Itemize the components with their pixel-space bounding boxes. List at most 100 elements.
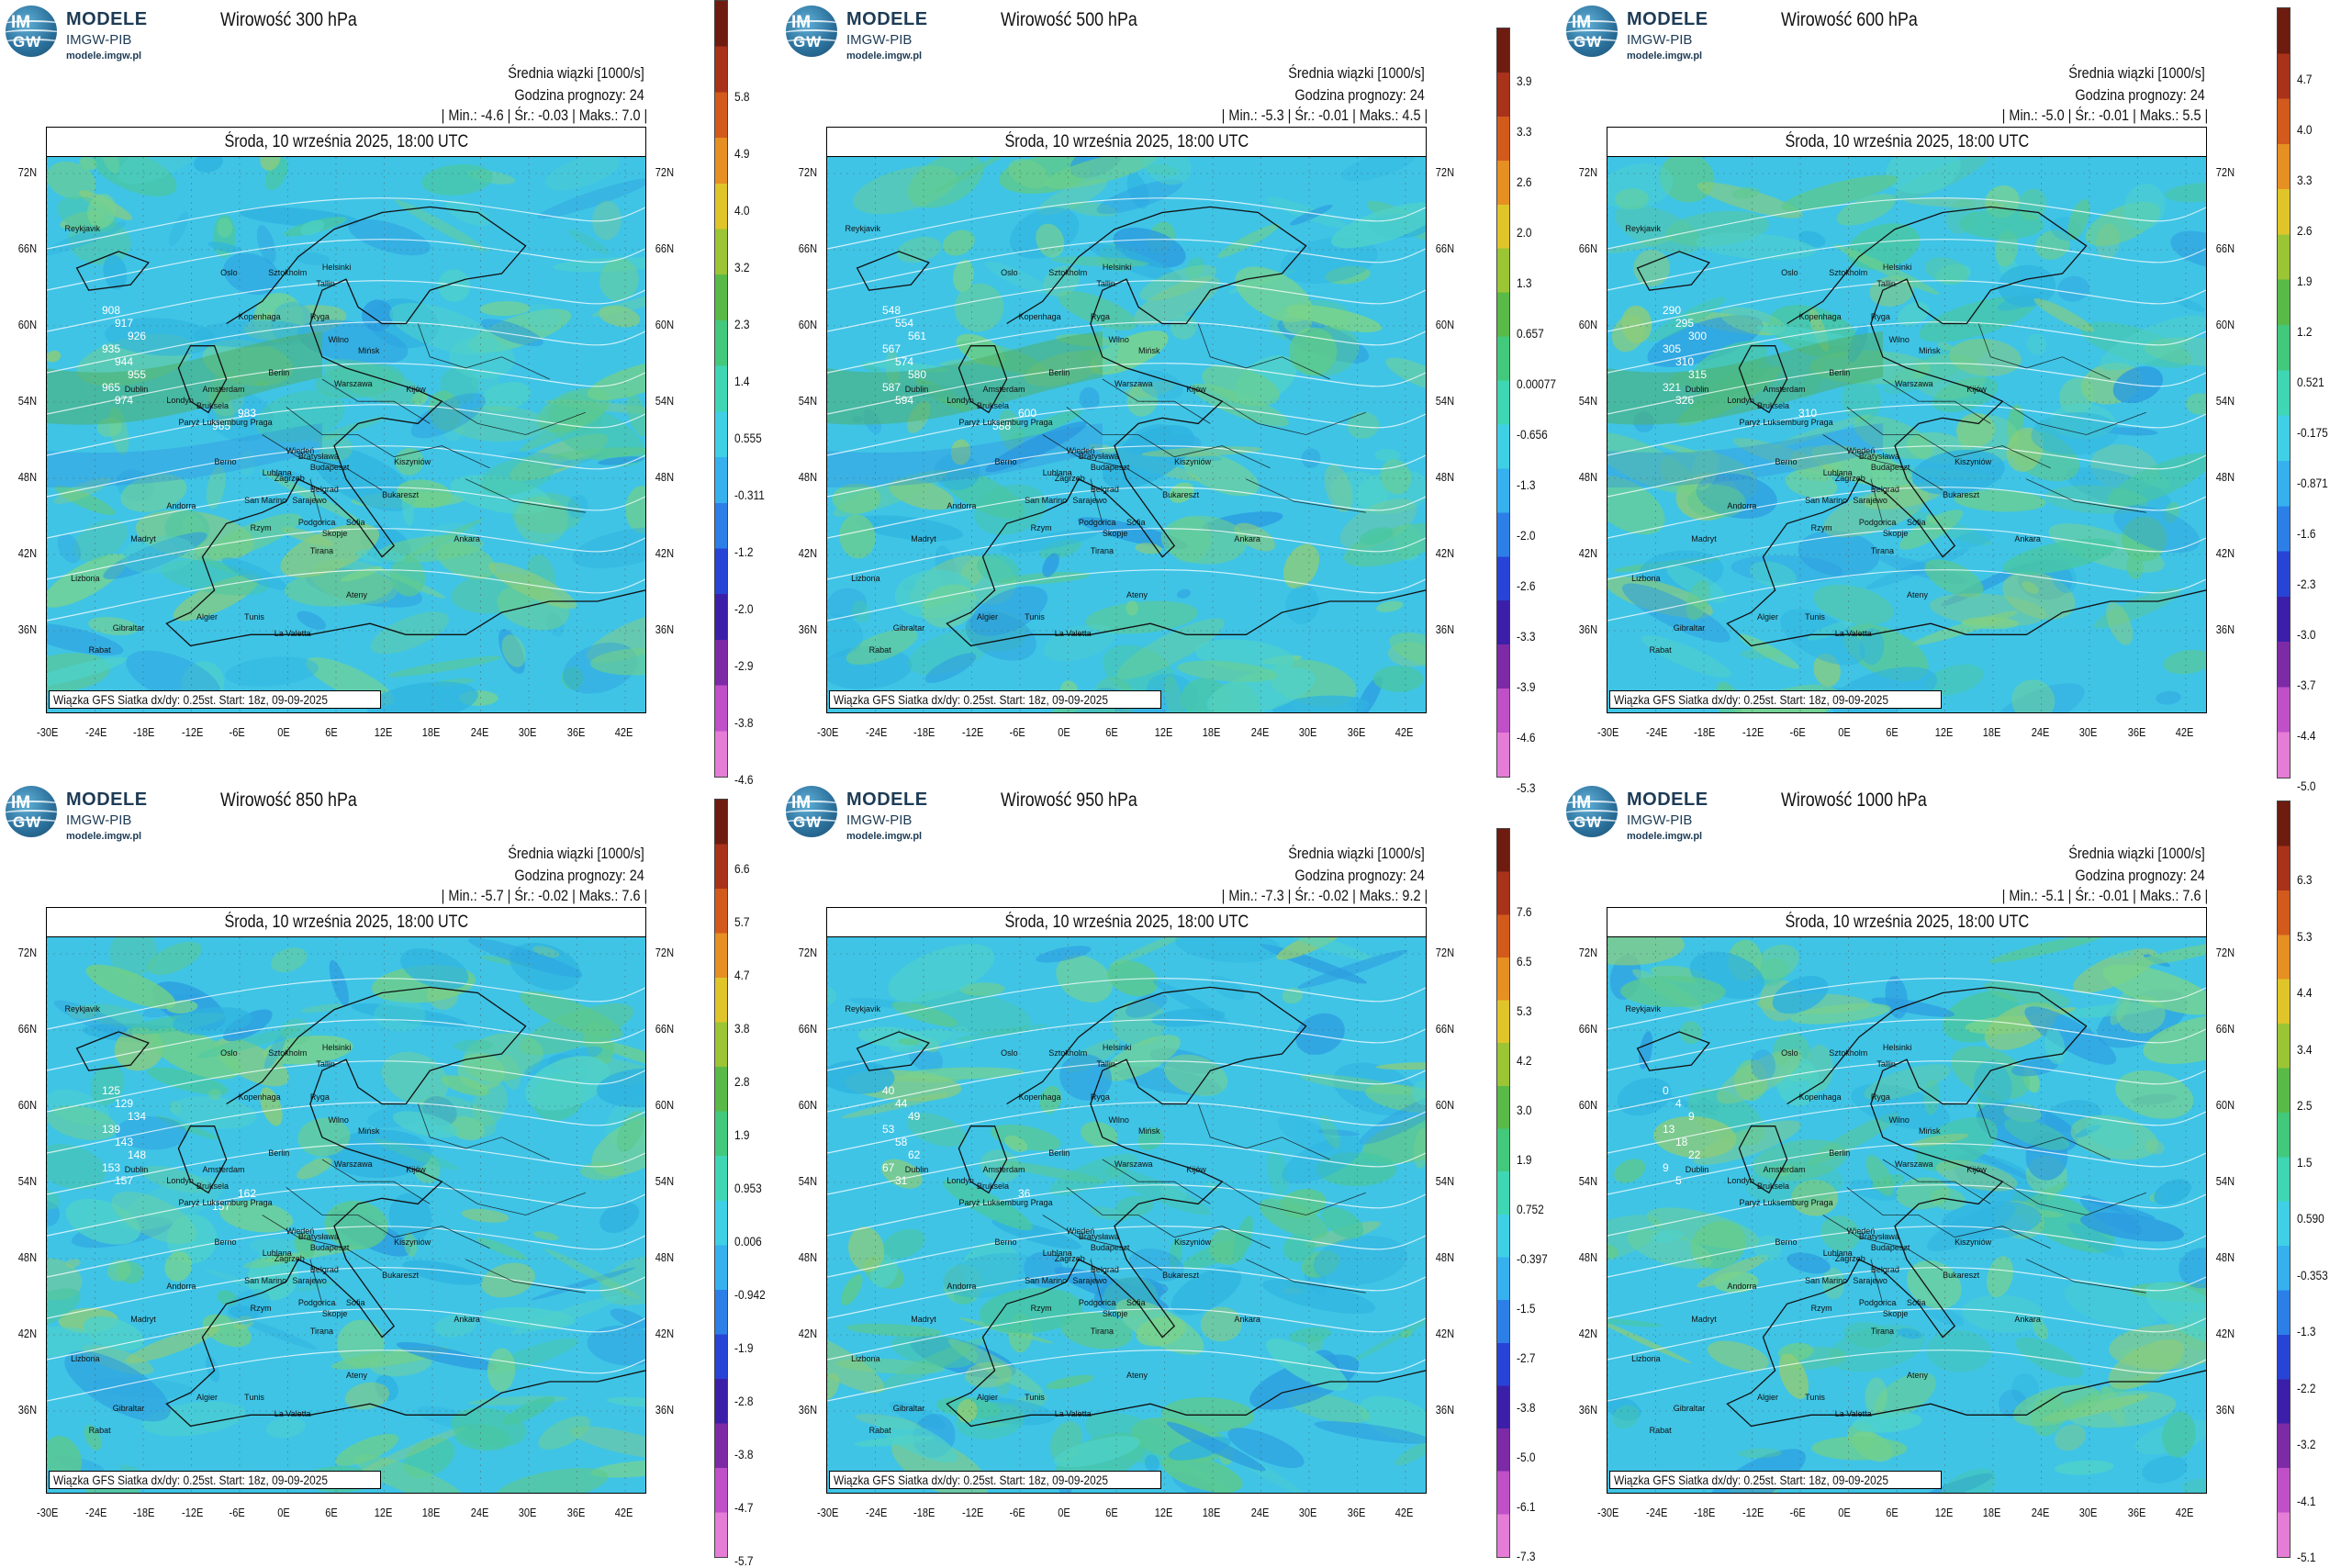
lat-label-left: 60N [1578, 1098, 1598, 1112]
colorbar-tick-label: 7.6 [1517, 904, 1532, 919]
city-label: Amsterdam [202, 1165, 245, 1175]
lon-label: -6E [1789, 725, 1806, 739]
city-label: Kiszyniów [1955, 456, 1992, 466]
city-label: Reykjavik [845, 1003, 881, 1014]
imgw-logo[interactable]: IM GW MODELE IMGW-PIB modele.imgw.pl [786, 786, 960, 842]
city-label: Wiedeń [286, 445, 315, 455]
lat-label-right: 72N [2215, 165, 2235, 179]
colorbar-tick-label: -5.0 [2297, 778, 2316, 793]
lat-label-right: 54N [2215, 394, 2235, 408]
city-label: Andorra [946, 501, 977, 511]
lon-label: -18E [1694, 725, 1716, 739]
city-label: Podgorica [297, 1298, 336, 1308]
colorbar-tick-label: -3.7 [2297, 678, 2316, 692]
imgw-logo[interactable]: IM GW MODELE IMGW-PIB modele.imgw.pl [786, 6, 960, 62]
lon-label: -6E [1789, 1506, 1806, 1519]
lon-label: -30E [37, 1506, 59, 1519]
panel-title: Wirowość 300 hPa [220, 9, 357, 30]
city-label: Lublana [262, 1248, 292, 1258]
panel-title: Wirowość 850 hPa [220, 790, 357, 811]
city-label: Zagrzeb [274, 1253, 305, 1263]
city-label: Dublin [124, 385, 149, 395]
city-label: Algier [977, 612, 999, 622]
lat-label-right: 36N [655, 622, 675, 636]
lat-label-left: 36N [17, 622, 38, 636]
city-label: Budapeszt [1090, 462, 1130, 472]
city-label: Reykjavik [64, 1003, 101, 1014]
city-label: Madryt [911, 534, 936, 544]
city-label: Dublin [1685, 1165, 1709, 1175]
lon-label: 6E [325, 725, 338, 739]
colorbar-tick-label: -5.1 [2297, 1550, 2316, 1564]
lon-label: 6E [325, 1506, 338, 1519]
lat-label-left: 42N [17, 546, 38, 560]
city-label: Sztokholm [1048, 1048, 1088, 1058]
city-label: Zagrzeb [1834, 1253, 1865, 1263]
city-label: Gibraltar [1673, 623, 1706, 633]
city-label: Gibraltar [112, 623, 145, 633]
city-label: Berlin [268, 367, 290, 377]
city-label: Skopje [1102, 1309, 1128, 1319]
colorbar-tick-label: -1.5 [1517, 1301, 1536, 1316]
lat-label-left: 66N [798, 1022, 818, 1036]
city-label: Warszawa [333, 1159, 373, 1169]
lat-label-right: 60N [1435, 1098, 1455, 1112]
model-footer: Wiązka GFS Siatka dx/dy: 0.25st. Start: … [1609, 690, 1942, 709]
city-label: Kiszyniów [394, 1237, 431, 1247]
map-frame: Środa, 10 września 2025, 18:00 UTC 125 12… [46, 907, 646, 1494]
city-label: Madryt [1691, 1315, 1717, 1325]
lon-label: 0E [1837, 1506, 1851, 1519]
imgw-logo[interactable]: IM GW MODELE IMGW-PIB modele.imgw.pl [6, 786, 180, 842]
lon-label: -24E [84, 1506, 106, 1519]
city-label: Wilno [328, 1114, 349, 1125]
lat-label-left: 42N [798, 1327, 818, 1340]
brand-line2: IMGW-PIB [66, 812, 132, 828]
lat-label-left: 60N [17, 1098, 38, 1112]
city-label: Tunis [244, 612, 264, 622]
city-label: Mińsk [1919, 1126, 1941, 1136]
contour-label: 944 [115, 355, 134, 368]
city-label: Oslo [220, 268, 238, 277]
forecast-hour: Godzina prognozy: 24 [1294, 867, 1425, 884]
imgw-logo[interactable]: IM GW MODELE IMGW-PIB modele.imgw.pl [1566, 6, 1741, 62]
city-label: Luksemburg [202, 1198, 249, 1208]
city-label: Kijów [1186, 1165, 1206, 1175]
city-label: Kiszyniów [394, 456, 431, 466]
colorbar-tick-label: -6.1 [1517, 1499, 1536, 1514]
imgw-logo[interactable]: IM GW MODELE IMGW-PIB modele.imgw.pl [6, 6, 180, 62]
imgw-badge-icon: IM GW [786, 6, 837, 57]
city-label: Kijów [1966, 385, 1987, 395]
vorticity-field-svg [827, 157, 1426, 712]
city-label: Ankara [454, 1315, 480, 1325]
city-label: Wiedeń [1846, 1226, 1876, 1236]
contour-label: 5 [1675, 1174, 1682, 1187]
lat-label-right: 48N [1435, 470, 1455, 484]
city-label: Berno [1775, 1237, 1798, 1247]
forecast-panel-4: IM GW MODELE IMGW-PIB modele.imgw.pl Wir… [0, 780, 780, 1568]
lon-label: -12E [181, 1506, 203, 1519]
lon-label: 30E [2078, 725, 2098, 739]
contour-label: 143 [115, 1136, 134, 1148]
lat-label-left: 60N [798, 318, 818, 331]
city-label: Amsterdam [982, 1165, 1025, 1175]
lon-label: -30E [817, 725, 839, 739]
contour-label: 594 [895, 394, 914, 407]
city-label: Bukareszt [382, 1271, 420, 1280]
forecast-hour: Godzina prognozy: 24 [2075, 86, 2205, 104]
colorbar-tick-label: -1.2 [734, 544, 754, 559]
model-footer-text: Wiązka GFS Siatka dx/dy: 0.25st. Start: … [834, 1473, 1108, 1487]
colorbar-tick-label: 3.3 [1517, 124, 1532, 139]
model-footer: Wiązka GFS Siatka dx/dy: 0.25st. Start: … [829, 1471, 1161, 1489]
contour-label: 561 [908, 330, 927, 342]
imgw-logo[interactable]: IM GW MODELE IMGW-PIB modele.imgw.pl [1566, 786, 1741, 842]
brand-url: modele.imgw.pl [846, 50, 923, 62]
lon-label: -6E [1009, 1506, 1025, 1519]
contour-label: 588 [992, 420, 1012, 432]
city-label: Sarajewo [292, 496, 327, 506]
city-label: Kopenhaga [1018, 1092, 1061, 1103]
lat-label-left: 60N [1578, 318, 1598, 331]
colorbar [1496, 828, 1510, 1558]
lat-label-right: 36N [1435, 1403, 1455, 1417]
valid-date: Środa, 10 września 2025, 18:00 UTC [1785, 913, 2029, 932]
colorbar-tick-label: 2.5 [2297, 1098, 2313, 1113]
